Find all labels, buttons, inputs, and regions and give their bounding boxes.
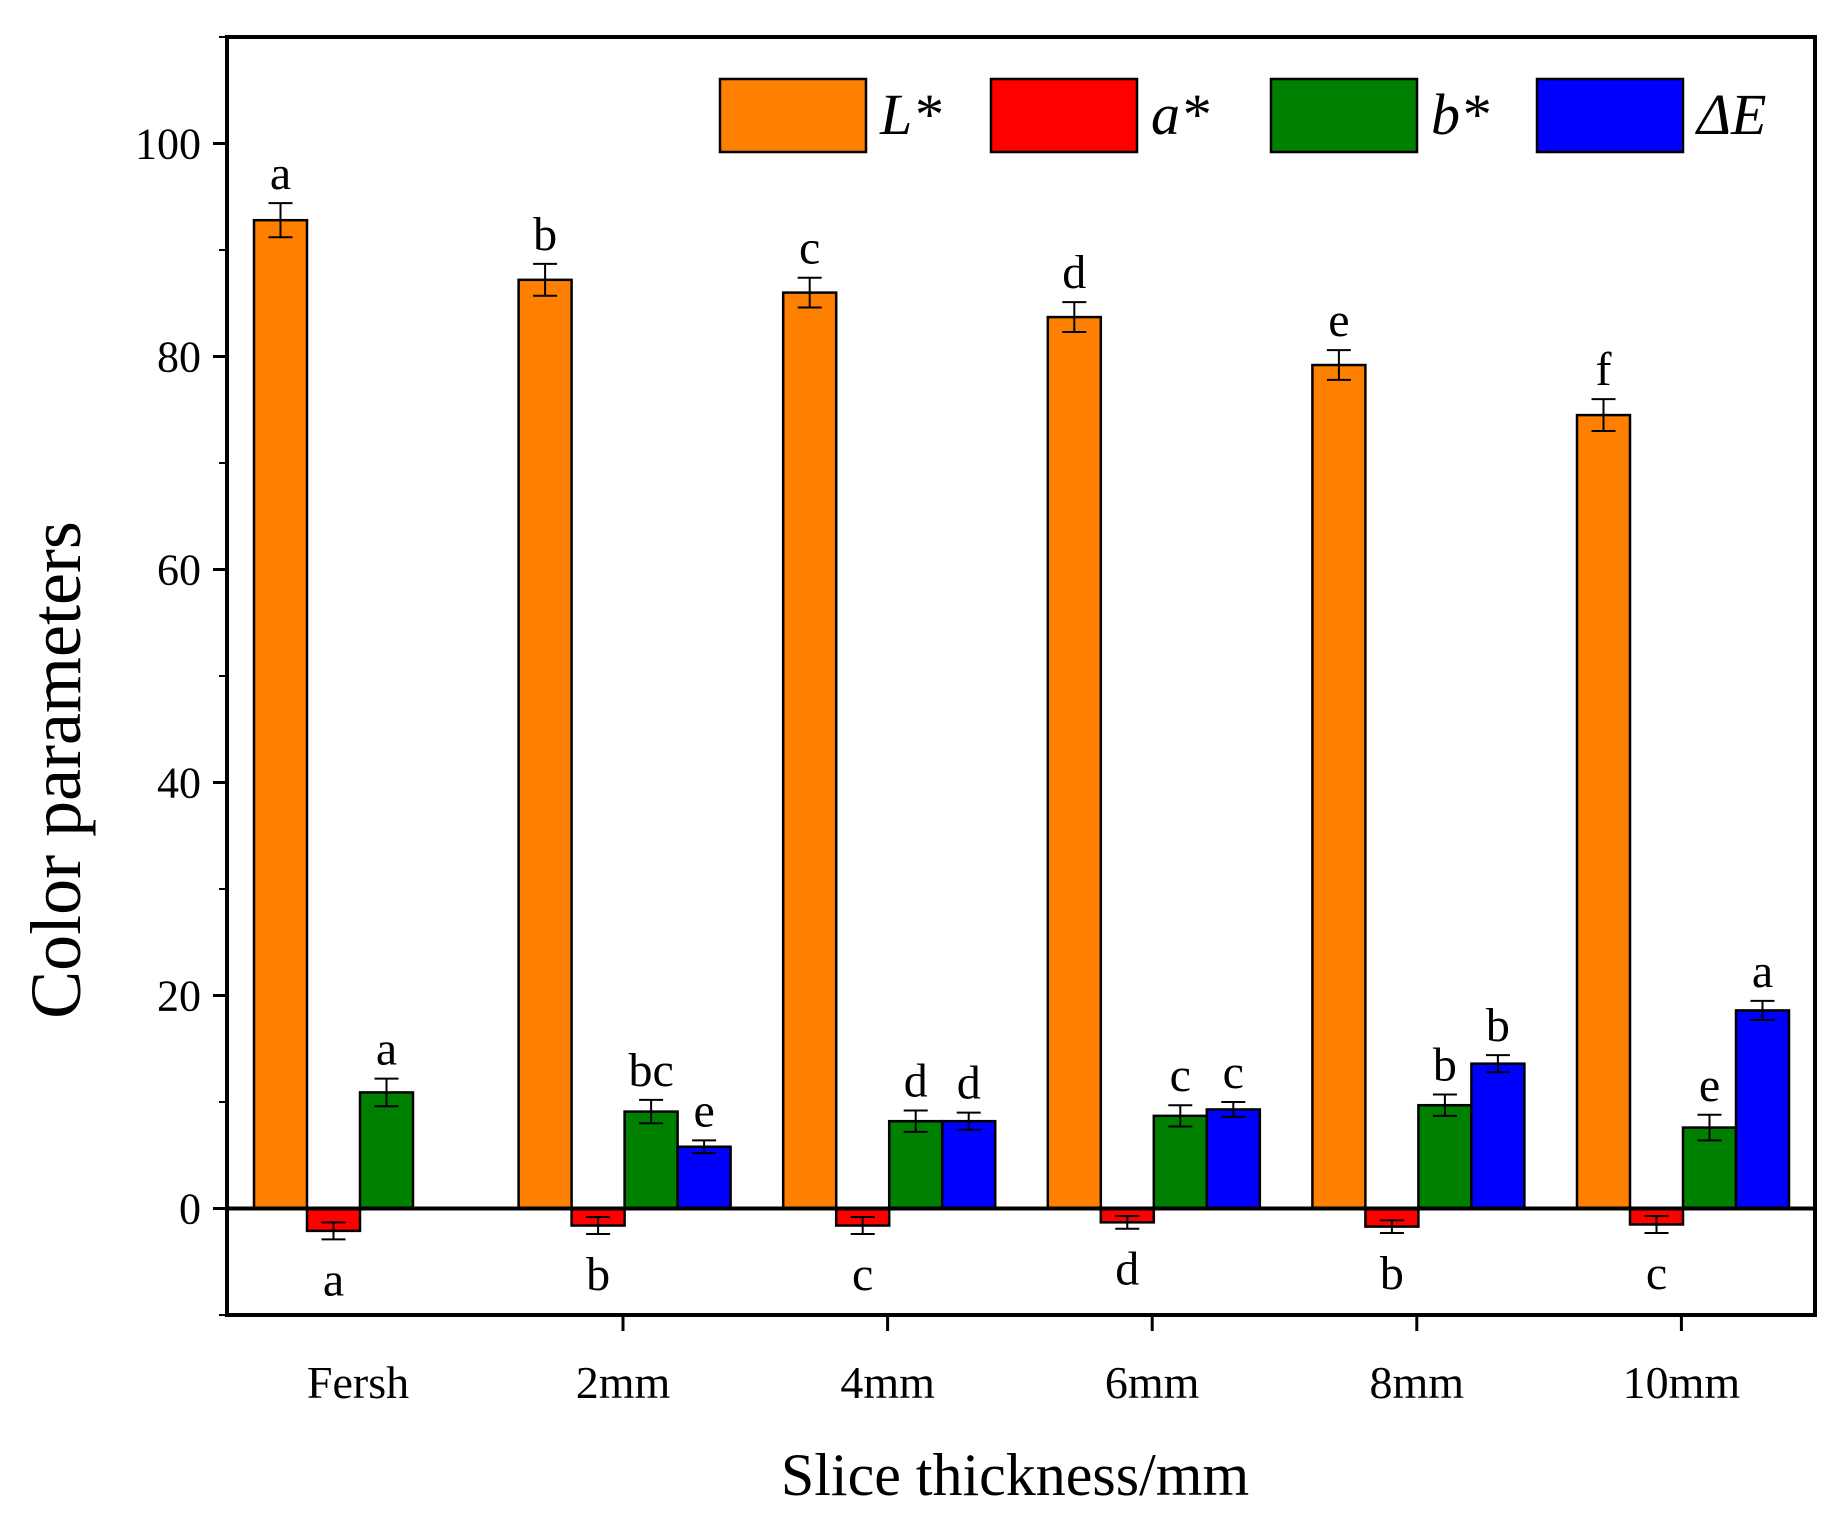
legend-swatch-a*	[989, 77, 1139, 154]
legend-label-ΔE: ΔE	[1695, 82, 1766, 147]
x-axis-title: Slice thickness/mm	[781, 1442, 1249, 1508]
bar-b*-8mm	[1417, 1103, 1473, 1210]
sig-label-L*-8mm: e	[1328, 294, 1349, 347]
sig-label-b*-10mm: e	[1699, 1059, 1720, 1112]
sig-label-a*-6mm: d	[1115, 1243, 1139, 1296]
bars-layer	[252, 218, 1791, 1233]
sig-label-b*-Fersh: a	[376, 1023, 397, 1076]
legend-label-a*: a*	[1151, 82, 1209, 147]
y-tick-label-60: 60	[157, 546, 201, 595]
sig-label-L*-10mm: f	[1596, 343, 1612, 396]
sig-label-a*-Fersh: a	[323, 1253, 344, 1306]
bar-L*-10mm	[1575, 413, 1632, 1210]
sig-label-L*-Fersh: a	[270, 147, 291, 200]
legend-label-L*: L*	[879, 82, 941, 147]
x-tick-label-8mm: 8mm	[1370, 1357, 1465, 1408]
sig-label-b*-4mm: d	[904, 1055, 928, 1108]
bar-ΔE-2mm	[676, 1145, 732, 1210]
sig-label-a*-8mm: b	[1380, 1247, 1404, 1300]
y-tick-label-0: 0	[179, 1185, 201, 1234]
y-axis-title: Color parameters	[16, 521, 96, 1019]
sig-label-L*-2mm: b	[533, 208, 557, 261]
bar-L*-4mm	[781, 291, 838, 1210]
bar-b*-Fersh	[358, 1091, 415, 1210]
legend: L* a* b* ΔE	[718, 77, 1766, 154]
sig-label-ΔE-6mm: c	[1223, 1046, 1244, 1099]
sig-label-b*-6mm: c	[1170, 1049, 1191, 1102]
x-tick-label-4mm: 4mm	[840, 1357, 935, 1408]
x-tick-label-6mm: 6mm	[1105, 1357, 1200, 1408]
bar-b*-4mm	[887, 1119, 944, 1210]
bar-b*-6mm	[1152, 1114, 1209, 1210]
legend-label-b*: b*	[1431, 82, 1489, 147]
sig-label-a*-10mm: c	[1646, 1247, 1667, 1300]
legend-swatch-L*	[718, 77, 868, 154]
legend-swatch-b*	[1269, 77, 1419, 154]
sig-label-b*-8mm: b	[1433, 1039, 1457, 1092]
error-bars-layer	[268, 202, 1775, 1241]
bar-ΔE-6mm	[1205, 1108, 1262, 1210]
bar-L*-6mm	[1046, 315, 1103, 1210]
axes-layer: 0 20 40 60 80 100 Fersh 2mm 4mm 6mm 8mm 10mm	[135, 35, 1817, 1408]
bar-L*-8mm	[1311, 363, 1367, 1210]
x-tick-label-10mm: 10mm	[1623, 1357, 1741, 1408]
bar-ΔE-4mm	[940, 1119, 997, 1210]
sig-label-a*-2mm: b	[586, 1248, 610, 1301]
y-tick-label-80: 80	[157, 333, 201, 382]
sig-label-ΔE-10mm: a	[1752, 945, 1773, 998]
bar-ΔE-8mm	[1470, 1062, 1526, 1210]
sig-label-L*-4mm: c	[799, 222, 820, 275]
bar-b*-2mm	[623, 1110, 679, 1210]
sig-label-ΔE-8mm: b	[1486, 999, 1510, 1052]
x-tick-label-Fersh: Fersh	[307, 1357, 409, 1408]
y-tick-label-100: 100	[135, 120, 201, 169]
bar-ΔE-10mm	[1734, 1009, 1791, 1210]
legend-swatch-ΔE	[1535, 77, 1685, 154]
bar-L*-Fersh	[252, 218, 309, 1210]
sig-label-ΔE-4mm: d	[957, 1057, 981, 1110]
sig-label-ΔE-2mm: e	[693, 1084, 714, 1137]
sig-label-b*-2mm: bc	[628, 1044, 673, 1097]
sig-label-a*-4mm: c	[852, 1248, 873, 1301]
sig-label-L*-6mm: d	[1062, 246, 1086, 299]
y-tick-label-40: 40	[157, 759, 201, 808]
bar-L*-2mm	[517, 278, 573, 1210]
y-tick-label-20: 20	[157, 972, 201, 1021]
x-tick-label-2mm: 2mm	[576, 1357, 671, 1408]
